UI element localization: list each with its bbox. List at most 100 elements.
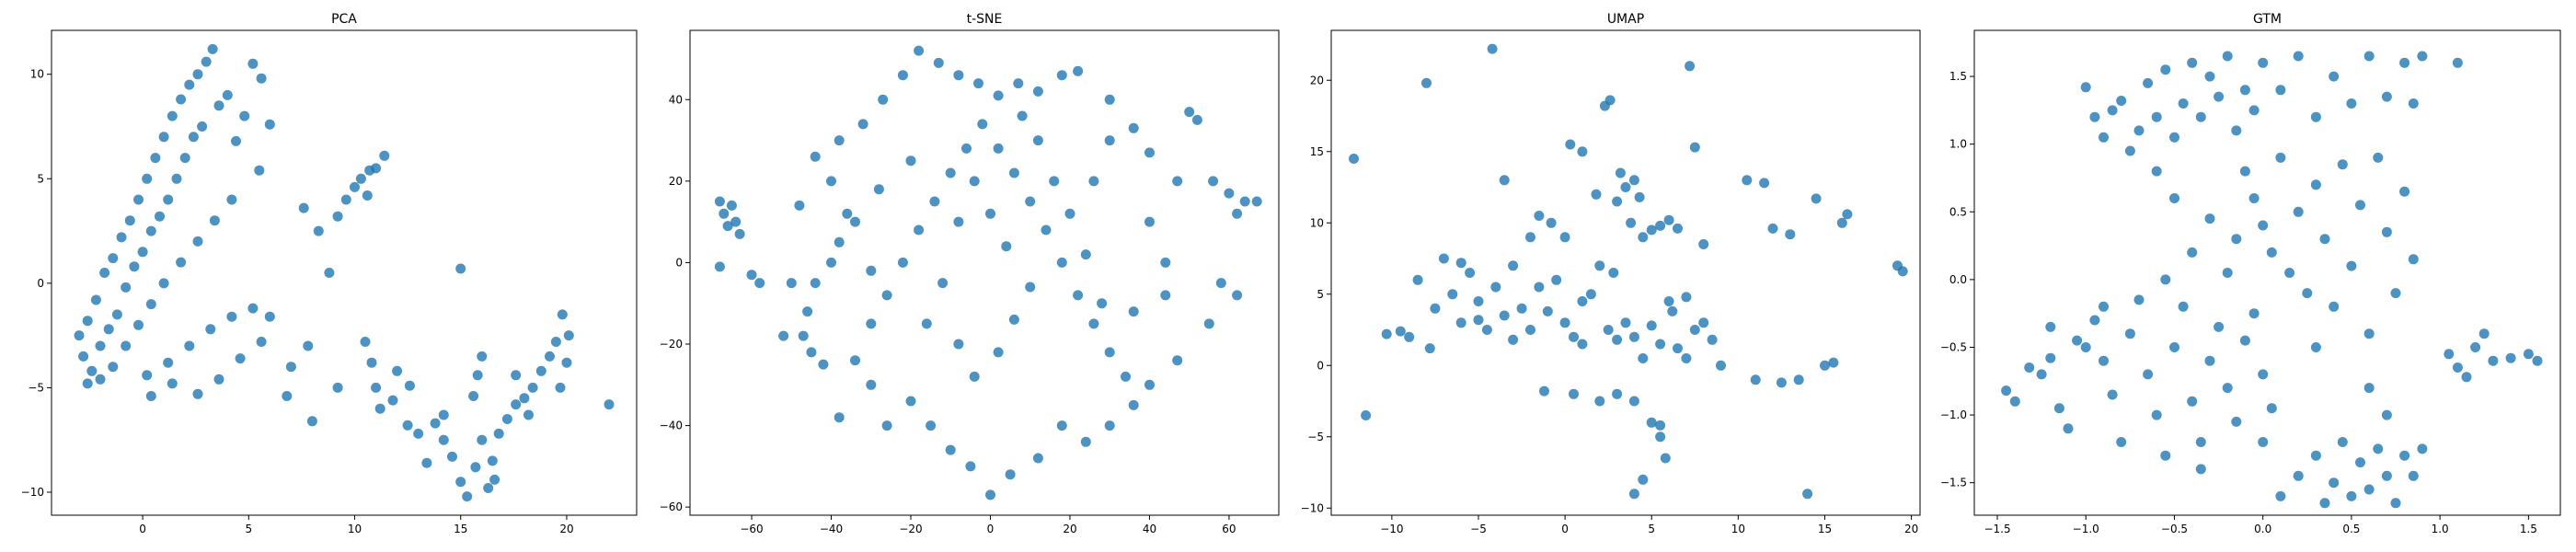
data-point [2408, 470, 2419, 481]
data-point [2204, 355, 2215, 366]
data-point [1546, 217, 1557, 228]
data-point [2178, 98, 2189, 109]
data-point [163, 357, 174, 368]
data-point [2488, 355, 2499, 366]
data-point [2222, 268, 2233, 278]
data-point [247, 303, 259, 314]
data-point [455, 477, 466, 488]
data-point [95, 374, 106, 385]
data-point [197, 121, 208, 132]
data-point [1232, 290, 1243, 301]
data-point [2239, 85, 2250, 96]
data-point [483, 483, 494, 493]
data-point [366, 357, 377, 368]
data-point [1776, 377, 1787, 388]
data-point [145, 225, 156, 236]
data-point [897, 257, 908, 268]
data-point [523, 409, 534, 420]
data-point [866, 265, 877, 276]
data-point [511, 370, 522, 381]
data-point [985, 489, 995, 500]
data-point [1032, 86, 1043, 97]
data-point [1785, 229, 1796, 240]
data-point [2390, 498, 2401, 509]
x-tick-label: 0.5 [2342, 523, 2360, 535]
data-point [1820, 360, 1830, 371]
data-point [207, 43, 218, 54]
x-tick-label: 60 [1222, 523, 1236, 535]
data-point [184, 340, 195, 351]
data-point [1224, 188, 1235, 199]
data-point [2151, 409, 2162, 420]
data-point [438, 409, 449, 420]
data-point [188, 132, 199, 143]
data-point [929, 196, 940, 207]
data-point [2009, 396, 2020, 407]
y-tick-label: −5 [28, 381, 44, 394]
data-point [1569, 331, 1579, 342]
y-tick-label: −1.5 [1940, 477, 1967, 489]
data-point [2275, 152, 2286, 163]
data-point [2143, 77, 2154, 88]
data-point [2107, 389, 2118, 400]
data-point [977, 119, 988, 130]
data-point [192, 236, 203, 247]
data-point [121, 340, 132, 351]
y-tick-label: −20 [660, 338, 683, 351]
x-tick-label: −1.5 [1984, 523, 2010, 535]
data-point [2381, 409, 2392, 420]
data-point [1667, 305, 1678, 316]
data-point [2160, 274, 2171, 285]
panel-1: PCA 0 5 10 15 20 −10 −5 0 5 10 [21, 12, 638, 535]
data-point [1559, 317, 1570, 328]
data-point [1681, 353, 1692, 363]
data-point [2248, 308, 2260, 319]
data-point [1673, 343, 1683, 354]
data-point [2293, 206, 2304, 217]
data-point [2107, 105, 2118, 116]
data-point [1759, 178, 1770, 189]
data-point [714, 196, 725, 207]
data-point [802, 306, 813, 317]
data-point [1499, 175, 1510, 186]
data-point [953, 339, 964, 350]
data-point [167, 110, 178, 121]
y-tick-label: 20 [669, 175, 683, 188]
data-point [2063, 423, 2074, 434]
data-point [1525, 232, 1535, 243]
data-point [2248, 193, 2260, 203]
data-point [866, 318, 877, 329]
y-tick-label: 0 [37, 277, 44, 290]
data-point [953, 70, 964, 81]
data-point [2329, 301, 2340, 312]
x-tick-label: 15 [1818, 523, 1832, 535]
data-point [82, 316, 93, 327]
panel-4: GTM −1.5 −1.0 −0.5 0.0 0.5 1.0 1.5 −1.5 −1.0 −0.5 0… [1940, 12, 2561, 535]
data-point [192, 388, 203, 399]
panel-title: t-SNE [967, 12, 1003, 27]
data-point [973, 78, 983, 89]
data-point [2346, 98, 2357, 109]
data-point [1121, 371, 1131, 382]
data-point [2187, 247, 2198, 258]
data-point [969, 371, 980, 382]
data-point [1577, 339, 1588, 350]
data-point [2072, 335, 2083, 346]
data-point [2204, 71, 2215, 82]
data-point [1073, 65, 1084, 76]
data-point [557, 309, 568, 320]
data-point [2329, 71, 2340, 82]
data-point [1685, 61, 1696, 72]
data-point [2133, 125, 2145, 136]
data-point [264, 119, 275, 130]
data-point [905, 396, 916, 407]
data-point [145, 391, 156, 401]
data-point [511, 399, 522, 410]
data-point [2363, 484, 2375, 495]
data-point [985, 208, 995, 219]
y-tick-label: 0 [675, 256, 683, 269]
y-tick-label: −0.5 [1940, 340, 1967, 353]
data-point [2169, 193, 2179, 203]
data-point [2099, 355, 2109, 366]
